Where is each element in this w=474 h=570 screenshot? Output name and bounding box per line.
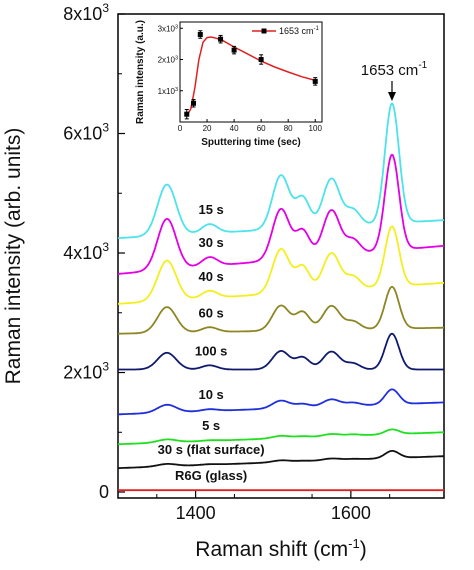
- peak-arrow: [387, 81, 396, 101]
- inset-data-point: [191, 100, 197, 106]
- spectrum-line: [118, 332, 444, 371]
- inset-x-tick-label: 20: [203, 124, 212, 133]
- inset-y-tick-label: 1x103: [158, 87, 178, 96]
- series-label: 10 s: [198, 387, 223, 402]
- y-tick-label: 0: [99, 482, 109, 502]
- inset-x-tick-label: 60: [257, 124, 266, 133]
- inset-data-point: [312, 78, 318, 84]
- spectrum-line: [118, 450, 444, 469]
- spectrum-line: [118, 388, 444, 416]
- y-tick-label: 4x103: [63, 240, 109, 263]
- spectrum-line: [118, 225, 444, 305]
- x-axis-title: Raman shift (cm-1): [195, 536, 366, 561]
- series-label: R6G (glass): [175, 468, 247, 483]
- inset-x-tick-label: 100: [309, 124, 323, 133]
- inset-y-axis-title: Raman intensity (a.u.): [135, 20, 146, 124]
- series-label: 30 s (flat surface): [158, 442, 265, 457]
- inset-x-axis-title: Sputtering time (sec): [201, 137, 300, 148]
- spectrum-line: [118, 153, 445, 275]
- arrow-head: [387, 92, 396, 101]
- series-label: 100 s: [195, 343, 228, 358]
- inset-x-tick-label: 0: [178, 124, 183, 133]
- inset-data-point: [231, 47, 237, 53]
- inset-y-tick-label: 2x103: [158, 56, 178, 65]
- inset-legend: 1653 cm-1: [252, 26, 320, 36]
- inset-data-point: [184, 111, 190, 117]
- x-tick-label: 1600: [331, 503, 371, 523]
- inset-x-tick-label: 40: [230, 124, 239, 133]
- inset-data: [184, 30, 318, 120]
- inset-data-point: [258, 57, 264, 62]
- inset-plot: 0 20 40 60 80 100 1x103 2x103 3x103 Sputtering …: [135, 20, 323, 148]
- spectrum-line: [118, 285, 444, 335]
- main-series-labels: 15 s 30 s 40 s 60 s 100 s 10 s 5 s 30 s (flat s…: [158, 202, 265, 483]
- inset-background: [179, 21, 323, 123]
- spectrum-line: [118, 428, 444, 446]
- series-label: 15 s: [198, 202, 223, 217]
- series-label: 60 s: [198, 305, 223, 320]
- series-label: 40 s: [198, 269, 223, 284]
- series-label: 5 s: [202, 418, 220, 433]
- y-tick-label: 6x103: [63, 121, 109, 144]
- x-tick-label: 1400: [176, 503, 216, 523]
- inset-y-tick-label: 3x103: [158, 24, 178, 33]
- legend-marker: [261, 28, 267, 34]
- main-x-ticks: 1400 1600: [156, 491, 391, 523]
- spectrum-line: [117, 102, 445, 239]
- legend-label: 1653 cm-1: [279, 26, 320, 36]
- inset-data-point: [197, 32, 203, 37]
- main-spectra: [117, 102, 445, 492]
- main-plot: 1400 1600 0 2x103 4x103 6x103 8x103 15 s 30 s 4…: [2, 1, 445, 561]
- inset-y-ticks: 1x103 2x103 3x103: [158, 24, 183, 96]
- inset-x-tick-label: 80: [284, 124, 293, 133]
- y-tick-label: 8x103: [63, 1, 109, 24]
- y-tick-label: 2x103: [63, 360, 109, 383]
- inset-data-point: [218, 36, 224, 42]
- main-plot-frame: [117, 13, 445, 499]
- inset-x-ticks: 0 20 40 60 80 100: [178, 119, 323, 133]
- y-axis-title: Raman intensity (arb. units): [2, 128, 25, 385]
- main-y-ticks: 0 2x103 4x103 6x103 8x103: [63, 1, 125, 502]
- series-label: 30 s: [198, 235, 223, 250]
- peak-annotation: 1653 cm-1: [361, 60, 428, 79]
